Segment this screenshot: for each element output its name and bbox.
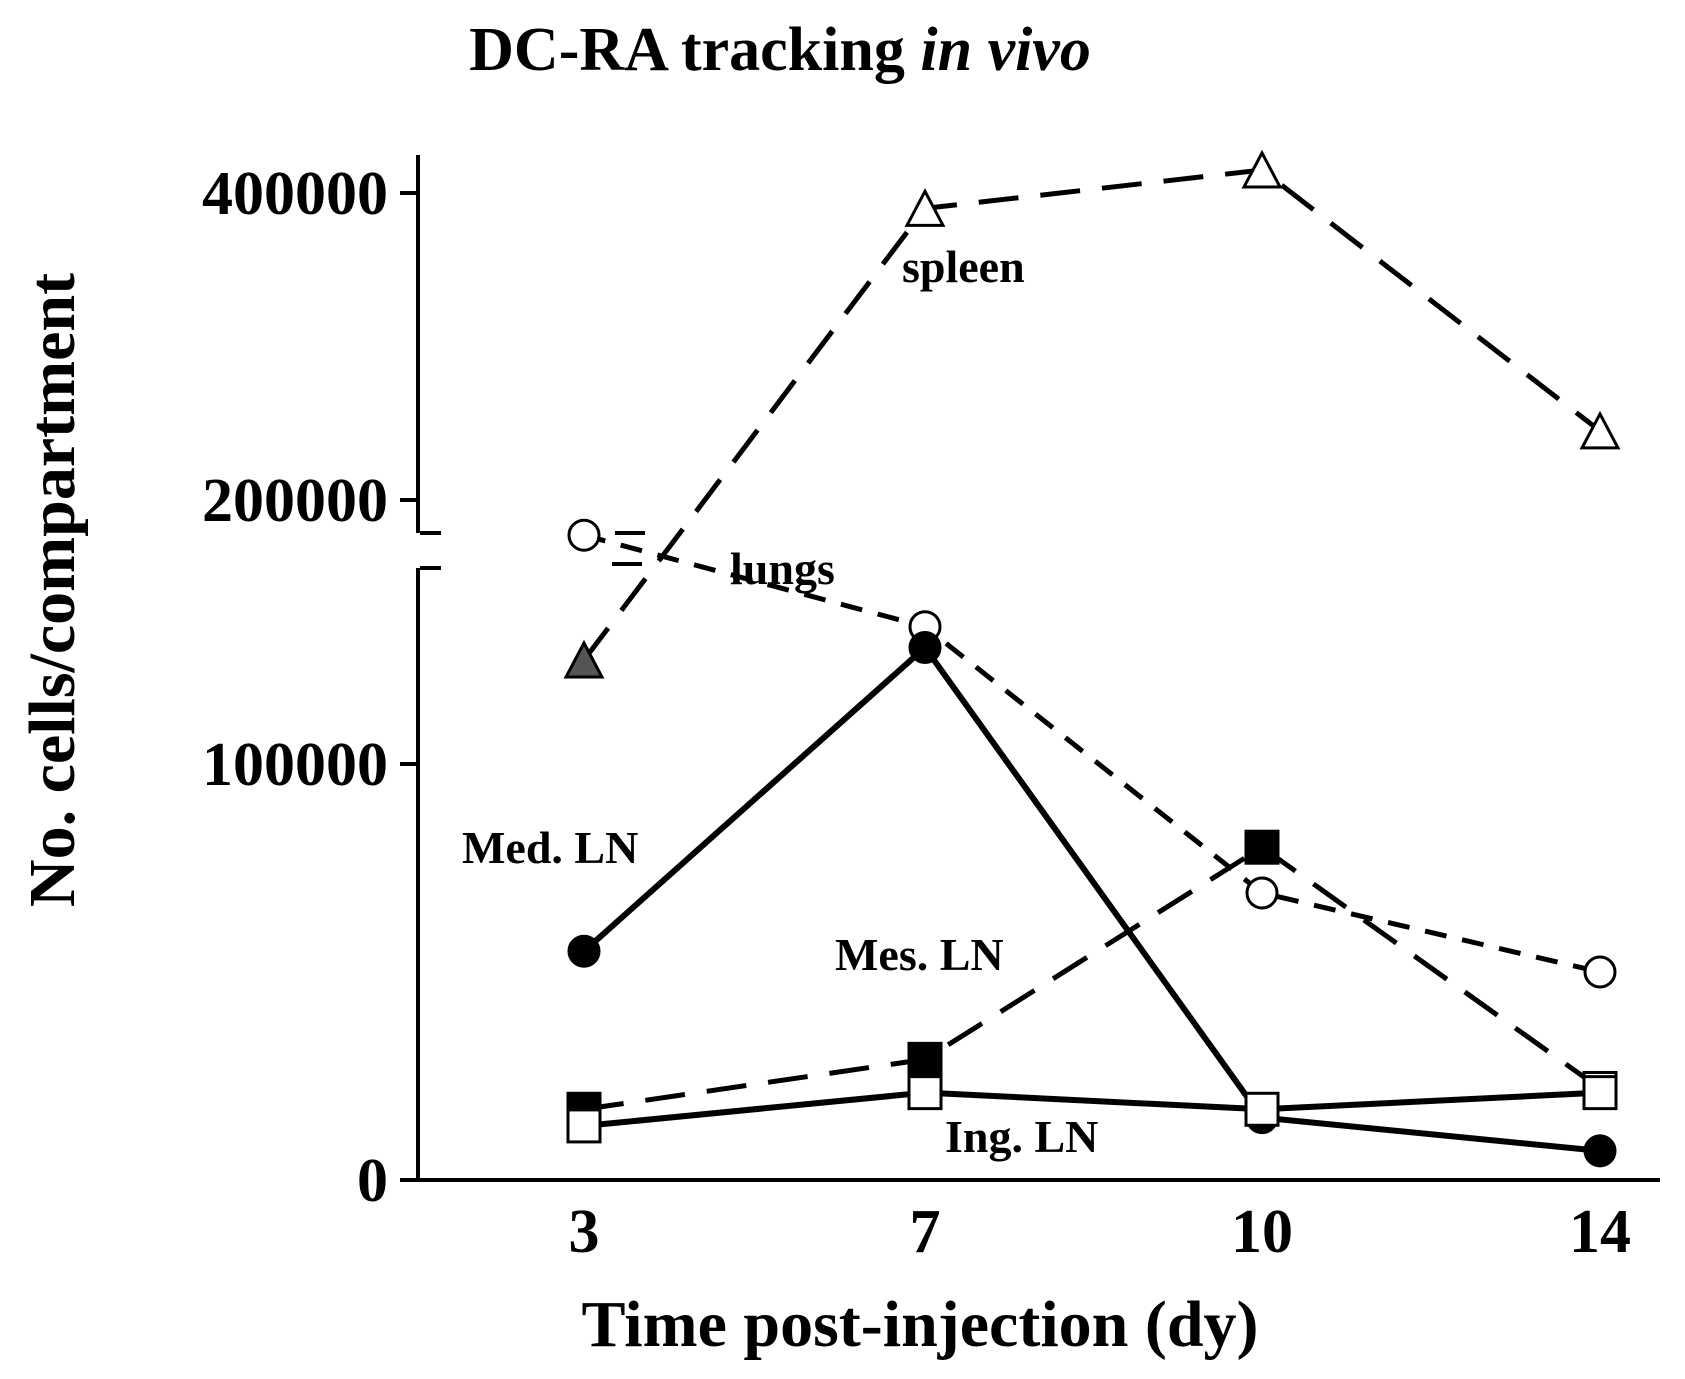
marker-med-ln-3 — [567, 934, 601, 968]
marker-ing-ln-10 — [1244, 1091, 1280, 1127]
x-axis-label: Time post-injection (dy) — [581, 1288, 1258, 1361]
x-tick-label-3: 3 — [569, 1198, 600, 1266]
marker-ing-ln-3 — [566, 1108, 602, 1144]
y-axis-label: No. cells/compartment — [16, 273, 89, 907]
series-line-med-ln — [582, 644, 1601, 1154]
series-label-med-ln: Med. LN — [462, 822, 638, 873]
x-tick-label-10: 10 — [1231, 1198, 1293, 1266]
series-line-mes-ln — [583, 844, 1602, 1112]
marker-spleen-3 — [563, 639, 605, 679]
series-line-lungs — [583, 532, 1601, 975]
x-tick-label-14: 14 — [1569, 1198, 1631, 1266]
marker-mes-ln-10 — [1244, 829, 1280, 865]
marker-lungs-10 — [1245, 876, 1279, 910]
ticks: 0 100000 200000 400000 3 7 10 14 — [202, 160, 1631, 1266]
series-label-ing-ln: Ing. LN — [945, 1111, 1098, 1162]
marker-ing-ln-7 — [907, 1075, 943, 1111]
marker-med-ln-7 — [908, 631, 942, 665]
series-label-lungs: lungs — [730, 543, 835, 594]
series-label-mes-ln: Mes. LN — [835, 929, 1004, 980]
marker-med-ln-14 — [1583, 1134, 1617, 1168]
y-tick-label-0: 0 — [357, 1147, 388, 1215]
marker-ing-ln-14 — [1582, 1075, 1618, 1111]
series-line-spleen — [582, 167, 1602, 662]
marker-mes-ln-7 — [907, 1041, 943, 1077]
marker-lungs-14 — [1583, 955, 1617, 989]
series-label-spleen: spleen — [902, 241, 1025, 292]
marker-lungs-3 — [567, 518, 601, 552]
chart-title: DC-RA tracking in vivo — [469, 16, 1091, 84]
y-tick-label-200000: 200000 — [202, 467, 388, 535]
x-tick-label-7: 7 — [910, 1198, 941, 1266]
marker-spleen-7 — [904, 188, 946, 227]
y-tick-label-100000: 100000 — [202, 731, 388, 799]
series-markers — [563, 149, 1621, 1168]
spleen-line-break-marks — [612, 531, 645, 566]
axes — [416, 155, 1660, 1182]
series-lines — [582, 167, 1602, 1154]
marker-spleen-10 — [1241, 149, 1283, 189]
series-line-ing-ln — [583, 1089, 1601, 1129]
y-tick-label-400000: 400000 — [202, 160, 388, 228]
marker-spleen-14 — [1579, 410, 1621, 450]
